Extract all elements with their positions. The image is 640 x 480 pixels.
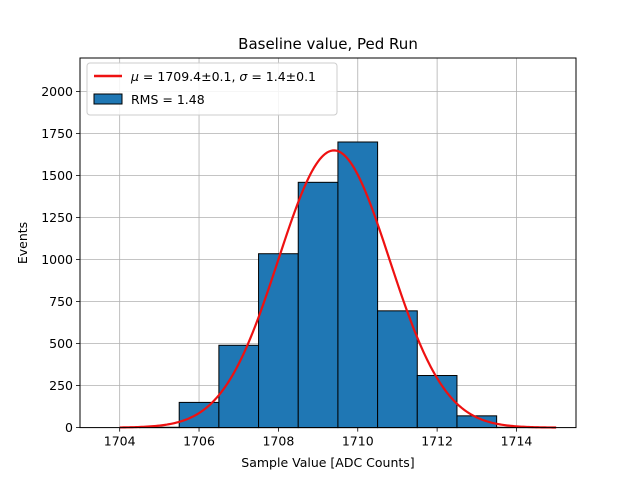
- plot-frame: [79, 57, 577, 429]
- legend-fit-label: μ = 1709.4±0.1, σ = 1.4±0.1: [130, 69, 316, 84]
- y-tick-label: 1250: [41, 210, 73, 225]
- legend-mu-value: = 1709.4±0.1,: [139, 69, 239, 84]
- histogram-bar: [416, 375, 458, 429]
- legend-box: [86, 62, 338, 116]
- histogram-bar: [258, 253, 299, 429]
- y-tick-label: 1750: [41, 126, 73, 141]
- legend-hist-swatch: [93, 93, 123, 105]
- y-tick-label: 1000: [41, 252, 73, 267]
- histogram-bar: [337, 141, 379, 429]
- x-tick-label: 1706: [183, 434, 215, 449]
- y-tick-label: 500: [49, 336, 73, 351]
- histogram-bars: [139, 141, 537, 429]
- x-axis-ticks: 1704 1706 1708 1710 1712 1714: [104, 427, 533, 449]
- y-tick-label: 0: [65, 420, 73, 435]
- grid-lines: [80, 58, 576, 429]
- fit-curve: [119, 149, 557, 429]
- x-axis-label: Sample Value [ADC Counts]: [241, 455, 414, 470]
- x-tick-label: 1714: [501, 434, 533, 449]
- y-tick-label: 250: [49, 378, 73, 393]
- legend-hist-label: RMS = 1.48: [131, 92, 205, 107]
- gaussian-fit: [119, 149, 557, 429]
- legend-sigma-symbol: σ: [239, 69, 248, 84]
- chart-title: Baseline value, Ped Run: [238, 35, 418, 53]
- y-axis-label: Events: [15, 222, 30, 264]
- x-tick-label: 1704: [104, 434, 136, 449]
- y-tick-label: 1500: [41, 168, 73, 183]
- x-tick-label: 1710: [342, 434, 374, 449]
- y-axis-ticks: 0 250 500 750 1000 1250 1500 1750 2000: [41, 84, 80, 435]
- y-tick-label: 750: [49, 294, 73, 309]
- histogram-bar: [297, 181, 339, 429]
- legend-mu-symbol: μ: [130, 69, 139, 84]
- histogram-bar: [178, 401, 220, 429]
- x-tick-label: 1712: [421, 434, 453, 449]
- legend-sigma-value: = 1.4±0.1: [247, 69, 316, 84]
- y-tick-label: 2000: [41, 84, 73, 99]
- x-tick-label: 1708: [262, 434, 294, 449]
- histogram-bar: [377, 310, 418, 429]
- legend: μ = 1709.4±0.1, σ = 1.4±0.1 RMS = 1.48: [86, 62, 338, 116]
